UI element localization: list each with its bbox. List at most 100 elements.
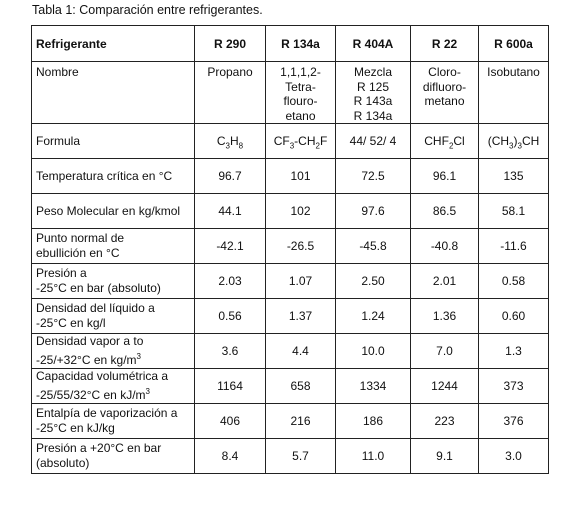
value-cell: -26.5 — [265, 228, 336, 264]
row-label: Nombre — [31, 61, 195, 124]
nombre-line: flouro- — [283, 94, 318, 108]
table-row: Presión a -25°C en bar (absoluto) 2.03 1.07… — [31, 263, 549, 299]
formula-part: 44/ 52/ 4 — [349, 134, 397, 148]
value-cell: 0.60 — [478, 298, 549, 334]
value-cell: 2.01 — [410, 263, 479, 299]
value-cell: 9.1 — [410, 438, 479, 474]
value-cell: 135 — [478, 158, 549, 194]
nombre-cell: Isobutano — [478, 61, 549, 124]
value-cell: 0.56 — [194, 298, 266, 334]
value-cell: 658 — [265, 368, 336, 404]
refrigerant-comparison-table: Refrigerante R 290 R 134a R 404A R 22 R … — [31, 25, 549, 474]
value-cell: 4.4 — [265, 333, 336, 369]
row-label: Entalpía de vaporización a -25°C en kJ/kg — [31, 403, 195, 439]
formula-part: F — [319, 134, 328, 148]
header-cell: Refrigerante — [31, 25, 195, 62]
value-cell: -42.1 — [194, 228, 266, 264]
formula-subscript: 3 — [517, 141, 522, 151]
header-cell: R 22 — [410, 25, 479, 62]
nombre-line: R 143a — [353, 94, 393, 108]
value-cell: 1.36 — [410, 298, 479, 334]
row-label: Densidad del líquido a -25°C en kg/l — [31, 298, 195, 334]
table-row: Temperatura crítica en °C 96.7 101 72.5 96.1… — [31, 158, 549, 194]
nombre-line: R 134a — [353, 108, 393, 123]
formula-part: Cl — [453, 134, 465, 148]
value-cell: 7.0 — [410, 333, 479, 369]
formula-part: -CH — [294, 134, 316, 148]
value-cell: 1334 — [335, 368, 411, 404]
value-cell: 1.24 — [335, 298, 411, 334]
value-cell: 72.5 — [335, 158, 411, 194]
value-cell: 1.37 — [265, 298, 336, 334]
row-label: Presión a -25°C en bar (absoluto) — [31, 263, 195, 299]
row-label: Temperatura crítica en °C — [31, 158, 195, 194]
value-cell: -40.8 — [410, 228, 479, 264]
formula-part: ) — [513, 134, 518, 148]
table-row-nombre: Nombre Propano 1,1,1,2- Tetra-flouro-etano… — [31, 61, 549, 124]
nombre-line: Tetra- — [285, 79, 316, 94]
nombre-cell: Cloro-difluoro-metano — [410, 61, 479, 124]
nombre-cell: Propano — [194, 61, 266, 124]
value-cell: 223 — [410, 403, 479, 439]
nombre-line: Isobutano — [487, 65, 540, 79]
header-cell: R 404A — [335, 25, 411, 62]
formula-part: (CH — [487, 134, 510, 148]
formula-part: CHF — [424, 134, 449, 148]
nombre-line: Mezcla — [353, 65, 392, 79]
formula-part: CH — [521, 134, 540, 148]
nombre-line: R 125 — [356, 79, 390, 94]
formula-subscript: 8 — [238, 141, 244, 151]
table-caption: Tabla 1: Comparación entre refrigerantes… — [32, 3, 263, 17]
nombre-line: Cloro- — [428, 65, 461, 79]
row-label: Peso Molecular en kg/kmol — [31, 193, 195, 229]
nombre-line: metano — [424, 94, 465, 108]
formula-cell: C3H8 — [194, 123, 266, 159]
nombre-line: Propano — [207, 65, 253, 79]
row-label: Densidad vapor a to -25/+32°C en kg/m3 — [31, 333, 195, 369]
formula-cell: CF3-CH2F — [265, 123, 336, 159]
table-row: Punto normal de ebullición en °C -42.1 -26.… — [31, 228, 549, 264]
value-cell: 44.1 — [194, 193, 266, 229]
value-cell: 58.1 — [478, 193, 549, 229]
header-cell: R 600a — [478, 25, 549, 62]
value-cell: 0.58 — [478, 263, 549, 299]
header-cell: R 290 — [194, 25, 266, 62]
value-cell: 97.6 — [335, 193, 411, 229]
unit-superscript: 3 — [145, 387, 150, 396]
table-row: Presión a +20°C en bar (absoluto) 8.4 5.7 11… — [31, 438, 549, 474]
value-cell: 1.07 — [265, 263, 336, 299]
row-label: Presión a +20°C en bar (absoluto) — [31, 438, 195, 474]
value-cell: 96.1 — [410, 158, 479, 194]
value-cell: 86.5 — [410, 193, 479, 229]
value-cell: 3.6 — [194, 333, 266, 369]
nombre-cell: 1,1,1,2- Tetra-flouro-etano — [265, 61, 336, 124]
nombre-cell: Mezcla R 125 R 143a R 134a — [335, 61, 411, 124]
value-cell: 2.03 — [194, 263, 266, 299]
formula-cell: (CH3)3CH — [478, 123, 549, 159]
formula-subscript: 3 — [289, 141, 295, 151]
header-row: Refrigerante R 290 R 134a R 404A R 22 R … — [31, 25, 549, 62]
table-row-formula: Formula C3H8 CF3-CH2F 44/ 52/ 4 CHF2Cl (CH3)… — [31, 123, 549, 159]
table-row: Entalpía de vaporización a -25°C en kJ/kg… — [31, 403, 549, 439]
nombre-line: difluoro- — [422, 79, 467, 94]
formula-subscript: 3 — [225, 141, 230, 151]
formula-part: CF — [273, 134, 290, 148]
unit-superscript: 3 — [136, 352, 141, 361]
formula-part: C — [216, 134, 226, 148]
table-row: Peso Molecular en kg/kmol 44.1 102 97.6 86.5… — [31, 193, 549, 229]
formula-cell: CHF2Cl — [410, 123, 479, 159]
value-cell: 373 — [478, 368, 549, 404]
value-cell: 96.7 — [194, 158, 266, 194]
value-cell: 3.0 — [478, 438, 549, 474]
formula-part: H — [230, 134, 239, 148]
formula-subscript: 2 — [448, 141, 454, 151]
value-cell: 11.0 — [335, 438, 411, 474]
nombre-line: 1,1,1,2- — [280, 65, 321, 79]
header-cell: R 134a — [265, 25, 336, 62]
row-label: Punto normal de ebullición en °C — [31, 228, 195, 264]
row-label: Formula — [31, 123, 195, 159]
row-label: Capacidad volumétrica a -25/55/32°C en kJ… — [31, 368, 195, 404]
value-cell: 101 — [265, 158, 336, 194]
table-row: Capacidad volumétrica a -25/55/32°C en kJ… — [31, 368, 549, 404]
value-cell: 216 — [265, 403, 336, 439]
